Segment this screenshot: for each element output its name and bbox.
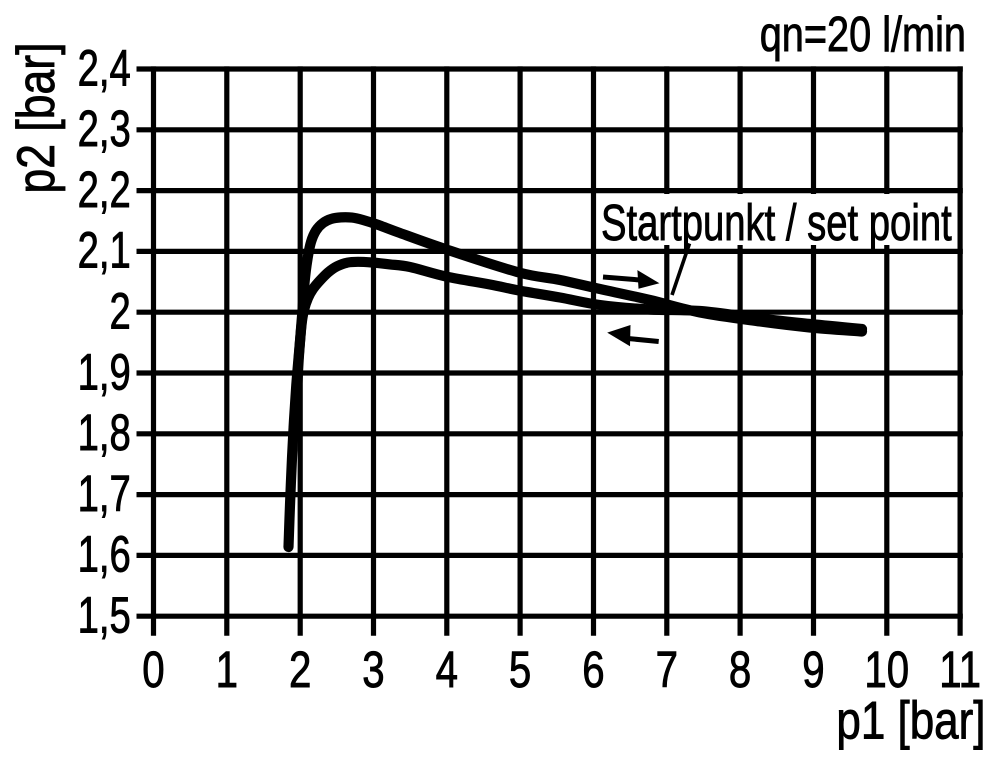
svg-text:2: 2	[289, 640, 311, 698]
svg-text:1,5: 1,5	[78, 586, 131, 644]
svg-text:2,2: 2,2	[78, 161, 131, 219]
svg-text:10: 10	[864, 640, 909, 698]
svg-text:11: 11	[939, 640, 981, 698]
svg-text:2,1: 2,1	[78, 221, 131, 279]
svg-text:1,6: 1,6	[78, 525, 131, 583]
svg-text:1,7: 1,7	[78, 465, 131, 523]
svg-text:1,9: 1,9	[78, 343, 131, 401]
svg-text:3: 3	[362, 640, 384, 698]
svg-text:4: 4	[436, 640, 458, 698]
svg-text:7: 7	[656, 640, 678, 698]
svg-text:1: 1	[216, 640, 238, 698]
svg-text:8: 8	[729, 640, 751, 698]
svg-text:qn=20 l/min: qn=20 l/min	[760, 8, 966, 62]
svg-text:Startpunkt / set point: Startpunkt / set point	[601, 194, 952, 252]
svg-text:2,4: 2,4	[78, 39, 131, 97]
svg-text:5: 5	[509, 640, 531, 698]
svg-text:p2 [bar]: p2 [bar]	[7, 43, 65, 194]
svg-text:6: 6	[582, 640, 604, 698]
svg-text:2,3: 2,3	[78, 100, 131, 158]
svg-text:1,8: 1,8	[78, 404, 131, 462]
svg-text:0: 0	[142, 640, 164, 698]
svg-text:2: 2	[110, 282, 131, 340]
svg-text:9: 9	[802, 640, 824, 698]
svg-text:p1 [bar]: p1 [bar]	[836, 692, 985, 751]
